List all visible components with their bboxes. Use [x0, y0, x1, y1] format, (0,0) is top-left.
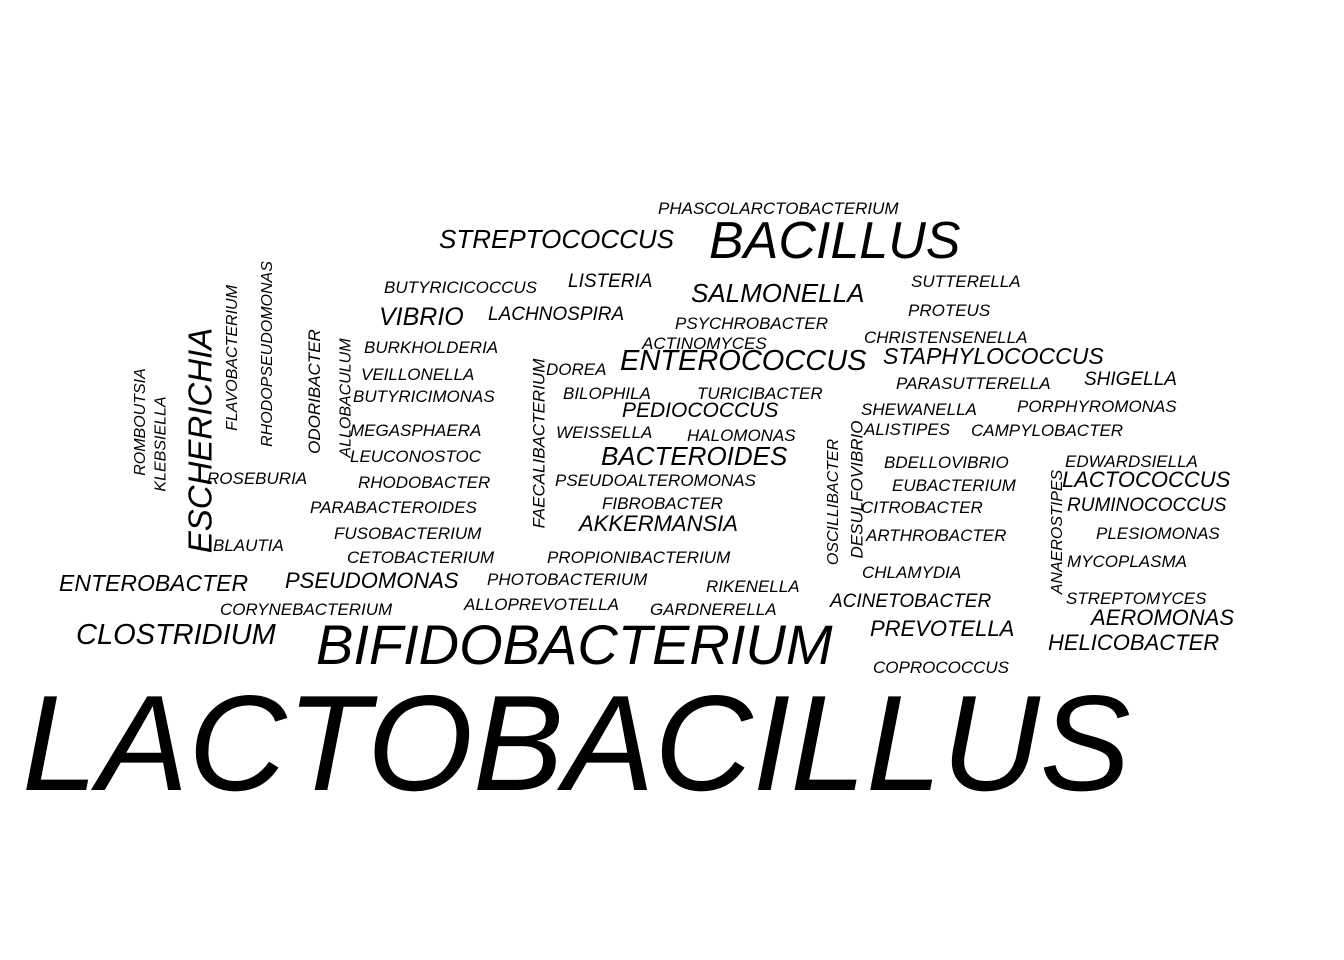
word-burkholderia: BURKHOLDERIA [364, 338, 499, 357]
word-megasphaera: MEGASPHAERA [350, 421, 482, 440]
word-ruminococcus: RUMINOCOCCUS [1067, 495, 1227, 516]
word-psychrobacter: PSYCHROBACTER [675, 314, 829, 333]
word-mycoplasma: MYCOPLASMA [1067, 552, 1187, 571]
word-turicibacter: TURICIBACTER [697, 384, 823, 403]
word-blautia: BLAUTIA [213, 536, 284, 555]
word-lachnospira: LACHNOSPIRA [488, 304, 625, 325]
word-staphylococcus: STAPHYLOCOCCUS [883, 343, 1104, 369]
word-rikenella: RIKENELLA [706, 577, 800, 596]
word-phascolarctobacterium: PHASCOLARCTOBACTERIUM [658, 199, 899, 218]
word-streptomyces: STREPTOMYCES [1066, 589, 1207, 608]
word-bifidobacterium: BIFIDOBACTERIUM [316, 613, 833, 676]
word-pediococcus: PEDIOCOCCUS [622, 399, 779, 422]
word-escherichia: ESCHERICHIA [180, 327, 218, 553]
word-eubacterium: EUBACTERIUM [892, 476, 1016, 495]
word-edwardsiella: EDWARDSIELLA [1065, 452, 1198, 471]
word-chlamydia: CHLAMYDIA [862, 563, 962, 582]
word-streptococcus: STREPTOCOCCUS [439, 224, 674, 254]
word-cetobacterium: CETOBACTERIUM [347, 548, 495, 567]
word-flavobacterium: FLAVOBACTERIUM [223, 285, 241, 431]
word-faecalibacterium: FAECALIBACTERIUM [528, 358, 548, 528]
word-lactococcus: LACTOCOCCUS [1062, 467, 1231, 492]
word-leuconostoc: LEUCONOSTOC [350, 447, 481, 466]
word-fusobacterium: FUSOBACTERIUM [334, 524, 482, 543]
word-alistipes: ALISTIPES [864, 420, 950, 439]
word-bilophila: BILOPHILA [563, 384, 651, 403]
word-vibrio: VIBRIO [379, 303, 464, 331]
word-sutterella: SUTTERELLA [911, 272, 1021, 291]
word-campylobacter: CAMPYLOBACTER [971, 421, 1124, 440]
word-lactobacillus: LACTOBACILLUS [22, 667, 1131, 819]
word-butyricimonas: BUTYRICIMONAS [353, 387, 495, 406]
word-corynebacterium: CORYNEBACTERIUM [220, 600, 393, 619]
word-roseburia: ROSEBURIA [207, 469, 308, 488]
word-pseudomonas: PSEUDOMONAS [285, 568, 459, 593]
word-porphyromonas: PORPHYROMONAS [1017, 397, 1177, 416]
word-gardnerella: GARDNERELLA [650, 600, 777, 619]
word-salmonella: SALMONELLA [691, 278, 865, 308]
word-romboutsia: ROMBOUTSIA [131, 368, 149, 476]
word-aeromonas: AEROMONAS [1091, 605, 1235, 630]
word-prevotella: PREVOTELLA [870, 616, 1015, 641]
word-arthrobacter: ARTHROBACTER [866, 526, 1007, 545]
word-photobacterium: PHOTOBACTERIUM [487, 570, 648, 589]
word-acinetobacter: ACINETOBACTER [830, 591, 992, 612]
word-bdellovibrio: BDELLOVIBRIO [884, 453, 1009, 472]
word-proteus: PROTEUS [908, 301, 991, 320]
word-bacteroides: BACTEROIDES [601, 441, 788, 471]
word-allobaculum: ALLOBACULUM [337, 338, 355, 458]
word-listeria: LISTERIA [568, 271, 653, 292]
word-shigella: SHIGELLA [1084, 369, 1177, 390]
word-christensenella: CHRISTENSENELLA [864, 328, 1028, 347]
word-dorea: DOREA [546, 360, 607, 379]
word-shewanella: SHEWANELLA [861, 400, 977, 419]
word-veillonella: VEILLONELLA [361, 365, 475, 384]
word-enterobacter: ENTEROBACTER [59, 570, 249, 596]
word-butyricicoccus: BUTYRICICOCCUS [384, 278, 538, 297]
word-actinomyces: ACTINOMYCES [642, 334, 767, 353]
word-weissella: WEISSELLA [556, 423, 653, 442]
word-propionibacterium: PROPIONIBACTERIUM [547, 548, 731, 567]
word-oscillibacter: OSCILLIBACTER [825, 438, 843, 566]
word-enterococcus: ENTEROCOCCUS [620, 345, 867, 377]
word-pseudoalteromonas: PSEUDOALTEROMONAS [555, 471, 756, 490]
word-citrobacter: CITROBACTER [861, 498, 983, 517]
word-anaerostipes: ANAEROSTIPES [1049, 469, 1067, 595]
word-rhodobacter: RHODOBACTER [358, 473, 491, 492]
word-plesiomonas: PLESIOMONAS [1096, 524, 1220, 543]
word-odoribacter: ODORIBACTER [304, 328, 324, 454]
word-desulfovibrio: DESULFOVIBRIO [846, 420, 866, 558]
word-halomonas: HALOMONAS [687, 426, 796, 445]
word-clostridium: CLOSTRIDIUM [76, 619, 276, 651]
word-klebsiella: KLEBSIELLA [152, 396, 170, 492]
word-helicobacter: HELICOBACTER [1048, 630, 1220, 655]
word-fibrobacter: FIBROBACTER [602, 494, 723, 513]
word-rhodopseudomonas: RHODOPSEUDOMONAS [258, 261, 276, 447]
word-coprococcus: COPROCOCCUS [873, 658, 1010, 677]
word-parabacteroides: PARABACTEROIDES [310, 498, 477, 517]
word-akkermansia: AKKERMANSIA [579, 511, 738, 536]
word-bacillus: BACILLUS [709, 212, 961, 270]
word-parasutterella: PARASUTTERELLA [896, 374, 1051, 393]
word-alloprevotella: ALLOPREVOTELLA [464, 595, 619, 614]
